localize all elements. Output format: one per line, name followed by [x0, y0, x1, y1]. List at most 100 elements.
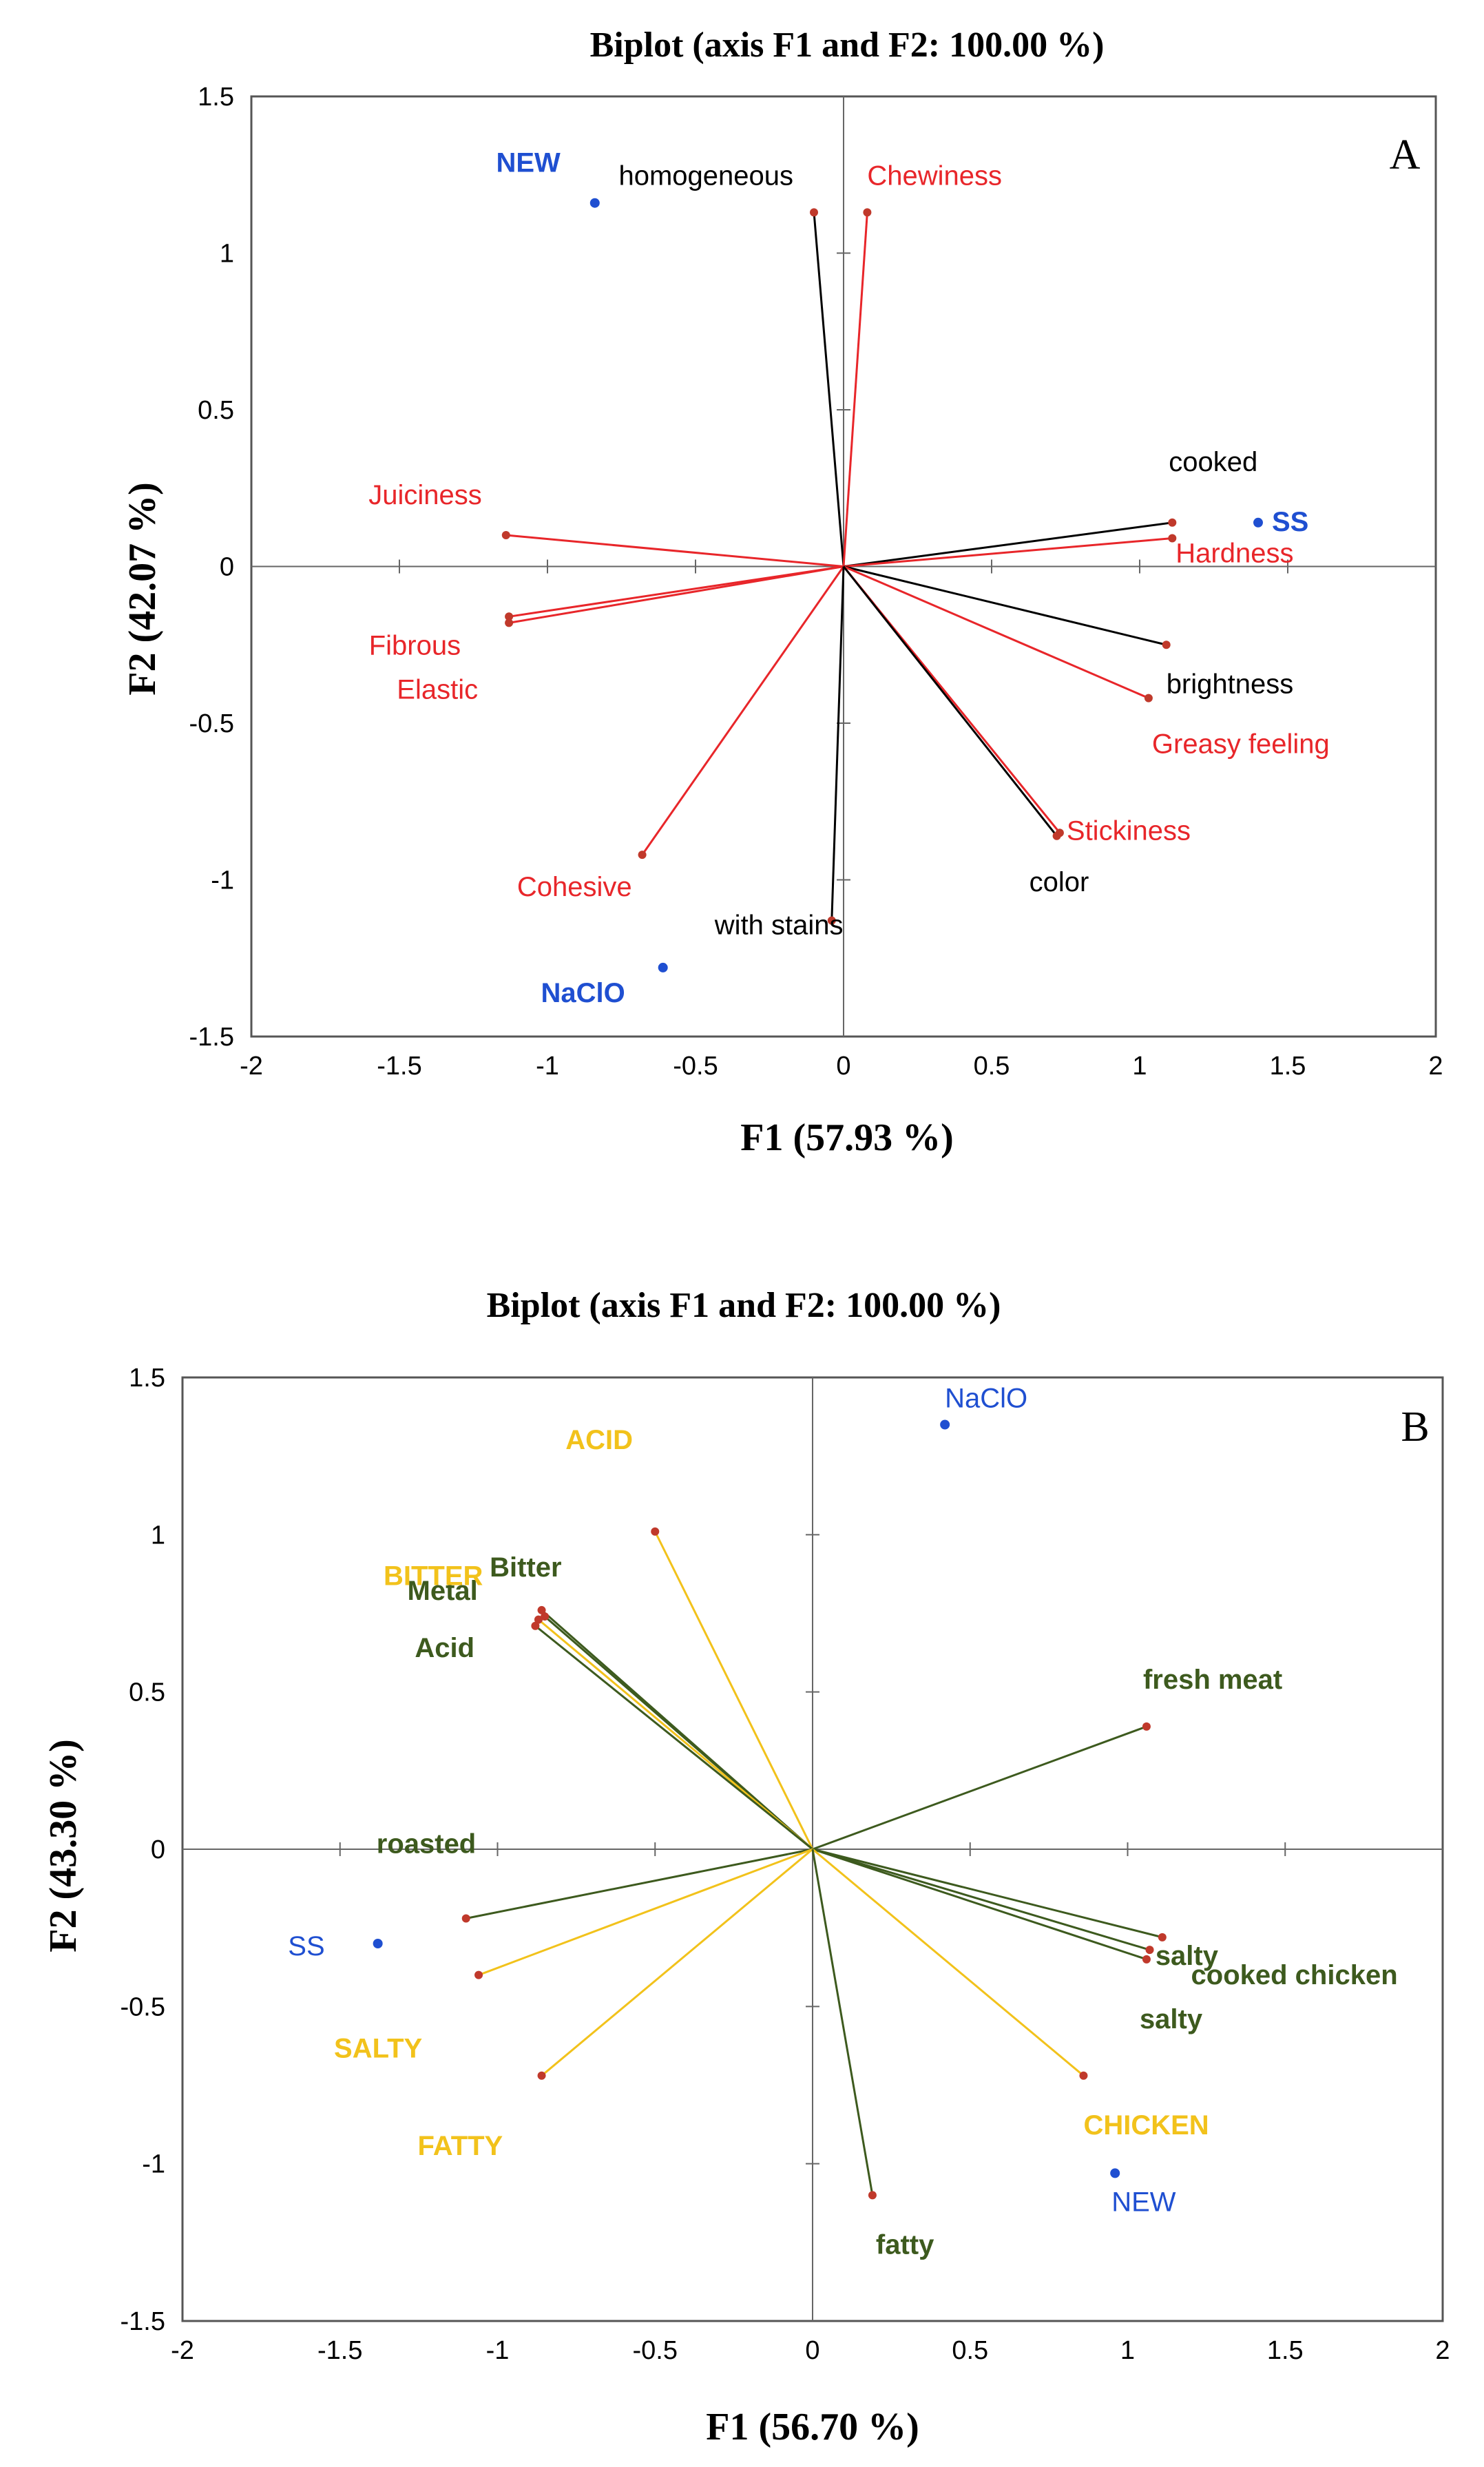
loading-point — [1168, 518, 1177, 527]
loading-vector — [830, 566, 845, 921]
x-axis-title-b: F1 (56.70 %) — [706, 2406, 919, 2448]
biplot-panel-b: Biplot (axis F1 and F2: 100.00 %) B F1 (… — [42, 1286, 1450, 2448]
y-tick-label: 0.5 — [129, 1678, 165, 1707]
x-tick-label: 1.5 — [1270, 1052, 1306, 1081]
x-tick-label: -2 — [171, 2336, 194, 2365]
loading-vector — [812, 1848, 1163, 1939]
loading-point — [541, 1612, 550, 1621]
x-tick-label: 0.5 — [974, 1052, 1010, 1081]
vector-label: roasted — [377, 1829, 477, 1859]
y-tick-label: -1 — [211, 866, 234, 895]
loading-point — [1142, 1722, 1151, 1731]
loading-vector — [505, 534, 844, 568]
loading-vector — [508, 565, 844, 624]
vector-label: with stains — [714, 910, 844, 941]
chart-title-a: Biplot (axis F1 and F2: 100.00 %) — [590, 25, 1105, 65]
y-axis-title-b: F2 (43.30 %) — [42, 1739, 85, 1953]
observation-point — [589, 198, 600, 208]
vector-label: brightness — [1167, 669, 1294, 699]
loading-point — [537, 2071, 546, 2080]
loading-point — [1145, 1946, 1154, 1955]
x-tick-label: 1 — [1120, 2336, 1135, 2365]
vector-label: Chewiness — [867, 160, 1002, 191]
loading-vector — [544, 1615, 813, 1851]
loading-point — [810, 208, 818, 217]
vector-label: fresh meat — [1143, 1665, 1282, 1695]
loading-vector — [478, 1848, 813, 1977]
loading-vector — [843, 521, 1173, 568]
observation-point — [940, 1419, 950, 1430]
loading-point — [868, 2191, 877, 2200]
loading-vector — [843, 537, 1173, 568]
loading-point — [1158, 1933, 1167, 1942]
vector-label: FATTY — [418, 2131, 503, 2161]
observation-label: NEW — [496, 148, 561, 178]
vector-label: SALTY — [334, 2034, 422, 2064]
x-tick-label: 2 — [1435, 2336, 1450, 2365]
observation-label: SS — [1272, 507, 1308, 537]
loading-vector — [466, 1848, 813, 1919]
loading-point — [501, 531, 510, 539]
loading-point — [461, 1914, 470, 1923]
y-tick-label: 0 — [220, 553, 234, 582]
vector-label: salty — [1140, 2004, 1203, 2034]
observation-point — [658, 962, 668, 972]
observation-label: NaClO — [541, 978, 625, 1008]
loading-point — [474, 1970, 483, 1979]
x-tick-label: -2 — [240, 1052, 263, 1081]
vector-label: fatty — [876, 2229, 934, 2260]
y-tick-label: -0.5 — [121, 1992, 165, 2021]
x-tick-label: 1.5 — [1267, 2336, 1304, 2365]
x-axis-title-a: F1 (57.93 %) — [740, 1116, 954, 1159]
vector-label: Elastic — [397, 674, 478, 705]
loading-point — [1052, 831, 1061, 840]
loading-point — [1079, 2071, 1088, 2080]
y-tick-label: -1 — [142, 2150, 165, 2179]
loading-vector — [811, 1849, 874, 2196]
y-tick-label: -0.5 — [189, 709, 234, 738]
loading-point — [1168, 534, 1177, 543]
y-tick-label: -1.5 — [189, 1023, 234, 1052]
panel-letter-b: B — [1401, 1404, 1429, 1450]
loading-vector — [812, 1848, 1085, 2076]
y-tick-label: -1.5 — [121, 2307, 165, 2336]
panel-letter-a: A — [1390, 132, 1421, 178]
x-tick-label: -0.5 — [673, 1052, 718, 1081]
vector-label: CHICKEN — [1083, 2110, 1209, 2141]
loading-vector — [541, 1848, 813, 2076]
loading-vector — [812, 1725, 1147, 1851]
loading-vector — [534, 1625, 813, 1851]
vector-label: cooked — [1169, 447, 1257, 477]
loading-vector — [812, 1848, 1147, 1961]
vector-label: Hardness — [1175, 539, 1293, 569]
vector-label: Cohesive — [517, 872, 632, 902]
loading-vector — [538, 1618, 813, 1851]
loading-point — [505, 618, 514, 627]
vector-label: Acid — [415, 1633, 474, 1663]
loading-vector — [654, 1531, 814, 1850]
y-tick-label: 1.5 — [198, 83, 234, 112]
x-tick-label: 1 — [1132, 1052, 1147, 1081]
loading-point — [1162, 641, 1171, 649]
vector-label: BITTER — [384, 1561, 483, 1592]
vector-label: Stickiness — [1067, 815, 1191, 846]
vector-label: Juiciness — [368, 480, 482, 510]
x-tick-label: 2 — [1428, 1052, 1443, 1081]
vector-label: cooked chicken — [1191, 1960, 1398, 1990]
x-tick-label: -1.5 — [317, 2336, 362, 2365]
observation-label: SS — [288, 1931, 324, 1961]
loading-point — [531, 1621, 540, 1630]
loading-vector — [843, 565, 1149, 699]
loading-point — [651, 1527, 660, 1536]
y-tick-label: 1.5 — [129, 1364, 165, 1393]
vector-label: Bitter — [490, 1552, 561, 1583]
y-tick-label: 0 — [151, 1835, 165, 1864]
observation-point — [373, 1939, 383, 1948]
y-axis-title-a: F2 (42.07 %) — [121, 482, 164, 696]
x-tick-label: -1 — [536, 1052, 559, 1081]
chart-title-b: Biplot (axis F1 and F2: 100.00 %) — [487, 1286, 1001, 1325]
loading-vector — [812, 1848, 1150, 1951]
vector-label: ACID — [565, 1425, 633, 1455]
x-tick-label: -1 — [486, 2336, 510, 2365]
